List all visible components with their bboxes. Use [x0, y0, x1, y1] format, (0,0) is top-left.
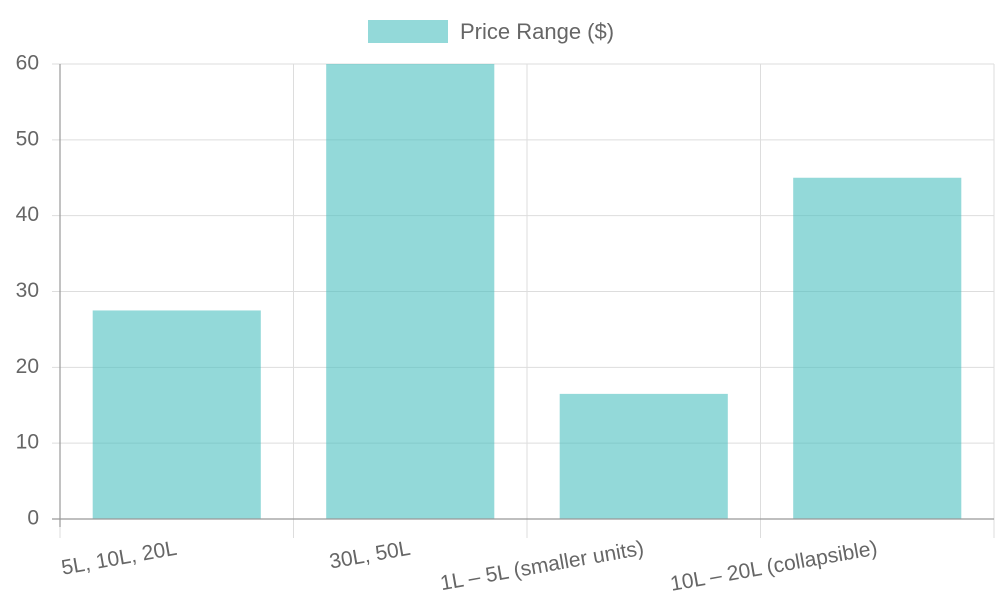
bar	[559, 393, 728, 519]
bar	[92, 310, 261, 519]
y-tick-label: 20	[16, 355, 39, 378]
x-tick-label: 1L – 5L (smaller units)	[439, 537, 646, 595]
y-tick-label: 10	[16, 431, 39, 454]
x-tick-label: 5L, 10L, 20L	[60, 537, 179, 580]
y-tick-label: 50	[16, 127, 39, 150]
legend-swatch	[368, 20, 448, 43]
y-tick-label: 60	[16, 52, 39, 75]
bar	[326, 64, 495, 519]
y-tick-label: 40	[16, 203, 39, 226]
y-tick-label: 30	[16, 279, 39, 302]
y-tick-label: 0	[27, 507, 39, 530]
bar	[793, 177, 962, 519]
x-tick-label: 30L, 50L	[328, 537, 413, 574]
x-tick-label: 10L – 20L (collapsible)	[669, 537, 880, 596]
legend-label: Price Range ($)	[460, 19, 614, 44]
